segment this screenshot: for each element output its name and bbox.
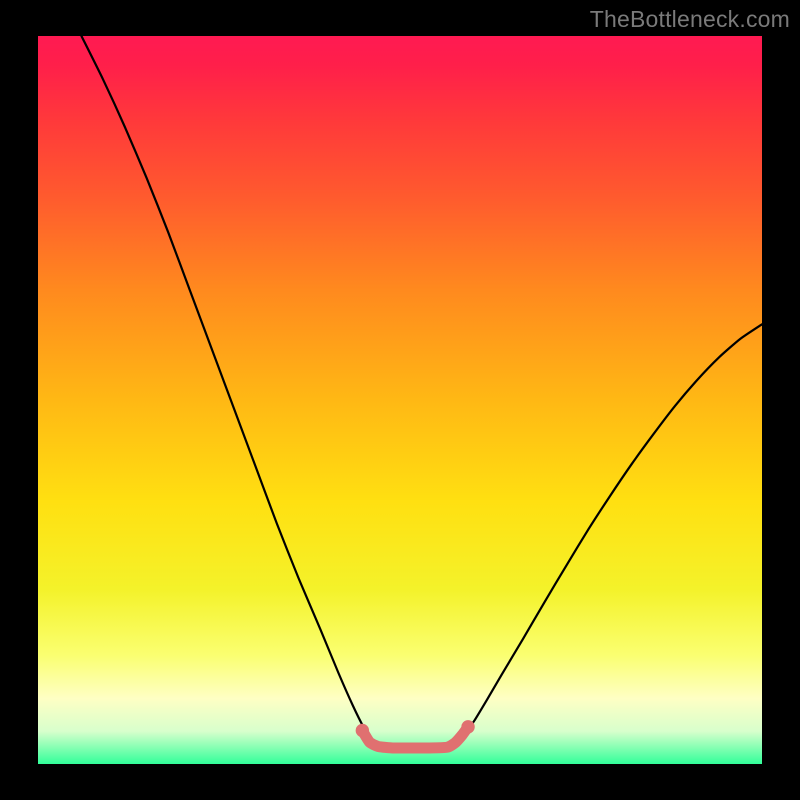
watermark-text: TheBottleneck.com xyxy=(590,6,790,33)
range-marker-right-cap xyxy=(461,720,474,733)
bottleneck-curve-chart xyxy=(0,0,800,800)
range-marker-left-cap xyxy=(356,724,369,737)
chart-frame: TheBottleneck.com xyxy=(0,0,800,800)
chart-gradient-bg xyxy=(38,36,762,764)
